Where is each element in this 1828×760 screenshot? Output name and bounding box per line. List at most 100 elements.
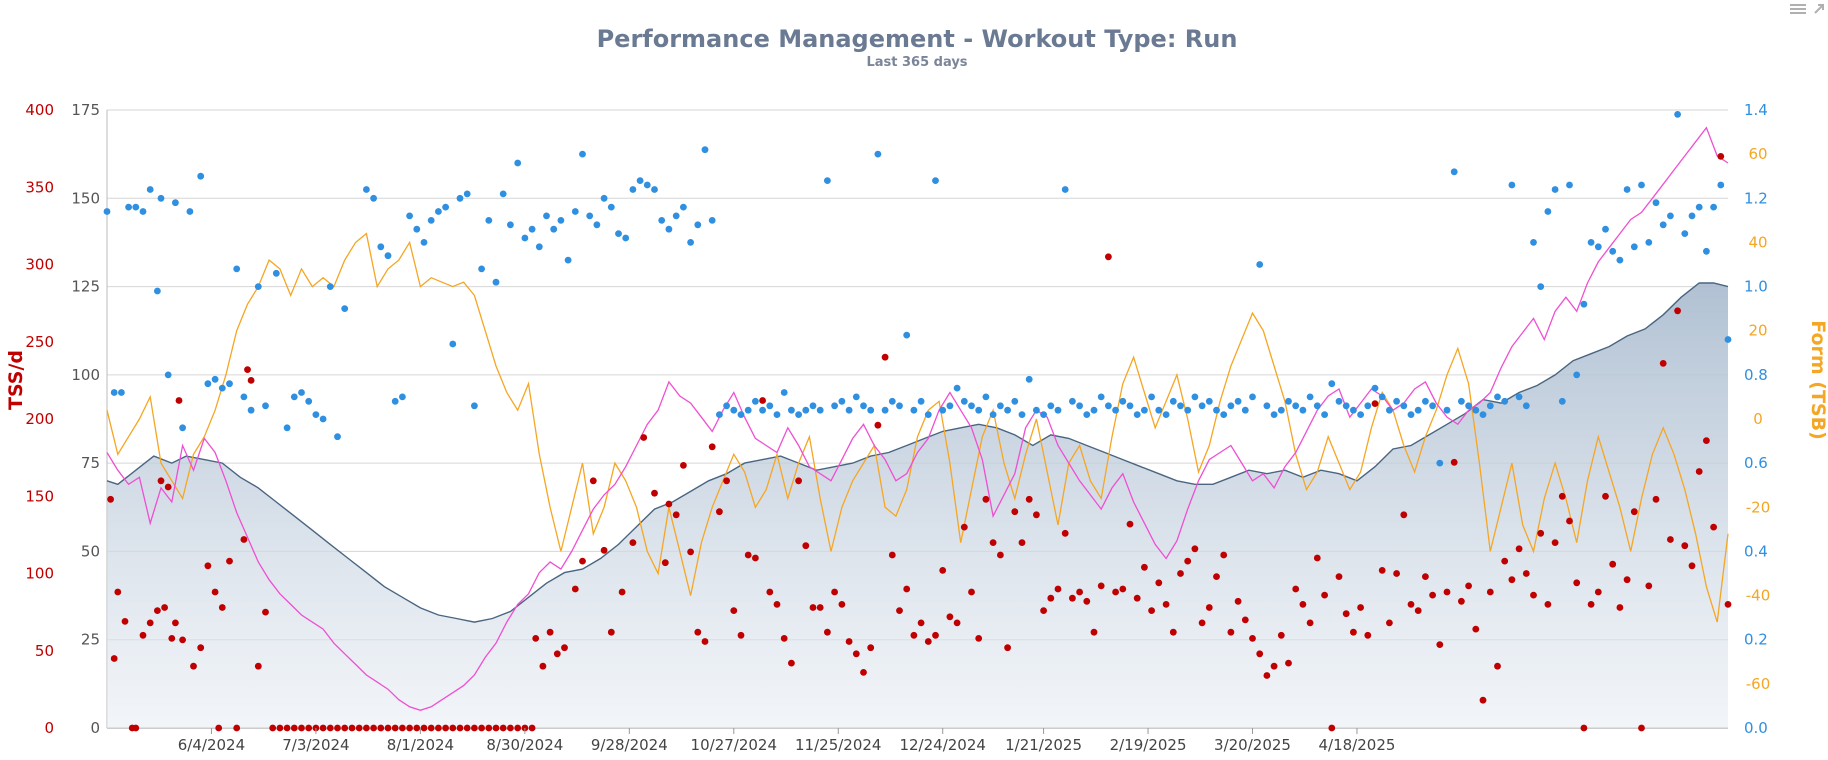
tss-point: [1162, 601, 1170, 608]
tss-point: [1544, 601, 1552, 608]
tss-point: [1148, 607, 1155, 614]
tss-point: [1371, 400, 1379, 407]
if-point: [290, 393, 298, 401]
if-point: [1400, 402, 1408, 410]
tss-point: [215, 724, 223, 732]
tss-point: [1321, 591, 1328, 599]
tss-point: [514, 724, 522, 732]
if-point: [1717, 181, 1725, 189]
tss-point: [1667, 536, 1674, 543]
tss-point: [1004, 644, 1011, 652]
tss-point: [1018, 539, 1026, 546]
if-point: [1205, 397, 1213, 405]
tss-point: [1011, 508, 1019, 516]
if-point: [1011, 397, 1019, 405]
if-point: [550, 225, 558, 233]
tss-point: [553, 650, 561, 658]
if-point: [1501, 397, 1509, 405]
if-point: [1069, 397, 1076, 405]
tss-point: [1638, 724, 1645, 732]
tss-point: [226, 557, 233, 565]
if-point: [975, 406, 983, 414]
tss-tick-label: 250: [25, 333, 54, 351]
tss-point: [240, 536, 248, 543]
load-tick-label: 50: [81, 542, 100, 560]
if-point: [997, 402, 1004, 410]
tss-point: [917, 619, 925, 627]
expand-icon[interactable]: [1812, 2, 1826, 16]
if-tick-label: 0.0: [1744, 719, 1768, 737]
if-point: [1479, 411, 1487, 418]
if-point: [406, 212, 413, 220]
if-point: [607, 203, 615, 211]
if-point: [802, 406, 810, 414]
tss-point: [1061, 529, 1069, 537]
tss-point: [1594, 588, 1602, 596]
tss-point: [1191, 545, 1199, 553]
if-point: [427, 217, 435, 224]
tick-labels: 0501001502002503003504000255075100125150…: [25, 101, 1770, 754]
if-point: [543, 212, 550, 220]
tss-point: [816, 604, 824, 611]
if-point: [1277, 406, 1285, 414]
if-point: [1465, 402, 1472, 410]
tss-point: [687, 548, 694, 556]
if-point: [1494, 393, 1501, 401]
tss-point: [1112, 588, 1119, 596]
if-point: [1191, 393, 1199, 401]
tss-point: [589, 477, 597, 485]
if-point: [312, 411, 320, 418]
tss-point: [1097, 582, 1105, 590]
if-point: [471, 402, 478, 410]
tss-point: [168, 635, 176, 642]
if-point: [420, 239, 428, 246]
if-point: [636, 177, 644, 185]
form-tick-label: -20: [1746, 498, 1771, 516]
if-point: [1047, 402, 1055, 410]
tss-point: [1249, 635, 1256, 642]
tss-point: [1436, 641, 1444, 648]
tss-point: [1710, 523, 1717, 531]
x-tick-label: 9/28/2024: [591, 736, 668, 754]
hamburger-menu-icon[interactable]: [1790, 2, 1806, 16]
if-point: [1436, 459, 1444, 467]
if-point: [989, 411, 997, 418]
if-point: [924, 411, 932, 418]
tss-point: [1141, 563, 1148, 571]
tss-point: [1069, 594, 1076, 602]
if-point: [485, 217, 493, 224]
tss-point: [348, 724, 356, 732]
tss-point: [363, 724, 370, 732]
tss-point: [384, 724, 392, 732]
tss-point: [989, 539, 997, 546]
tss-point: [773, 601, 781, 608]
if-tick-label: 1.2: [1744, 189, 1768, 207]
tss-point: [661, 559, 669, 567]
if-point: [1119, 397, 1127, 405]
if-point: [1133, 411, 1141, 418]
load-tick-label: 175: [71, 101, 100, 119]
tss-point: [413, 724, 421, 732]
chart-title: Performance Management - Workout Type: R…: [597, 25, 1238, 53]
chart-subtitle: Last 365 days: [866, 55, 967, 70]
if-point: [514, 159, 522, 167]
tss-point: [997, 551, 1004, 559]
if-point: [780, 389, 788, 396]
tss-tick-label: 100: [25, 565, 54, 583]
if-point: [254, 283, 262, 290]
tss-point: [838, 601, 846, 608]
form-tick-label: 20: [1748, 322, 1767, 340]
if-point: [1558, 397, 1566, 405]
tss-tick-label: 300: [25, 256, 54, 274]
tss-point: [283, 724, 291, 732]
if-point: [557, 217, 565, 224]
if-point: [1249, 393, 1256, 401]
tss-point: [1486, 588, 1494, 596]
tss-point: [1652, 495, 1660, 503]
tss-point: [1357, 604, 1364, 611]
if-point: [845, 406, 853, 414]
tss-tick-label: 50: [35, 642, 54, 660]
form-tick-label: 0: [1753, 410, 1763, 428]
tss-point: [1083, 597, 1091, 605]
tss-point: [1530, 591, 1537, 599]
